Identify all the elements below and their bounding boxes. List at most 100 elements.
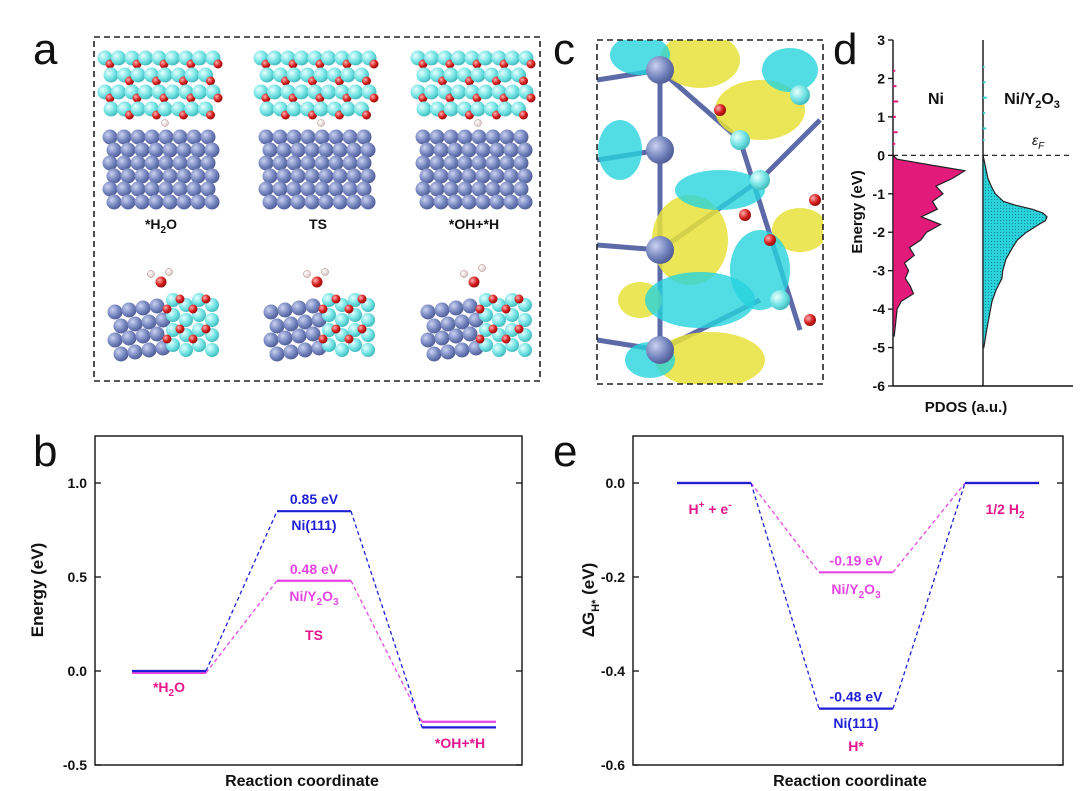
h-atom — [161, 119, 169, 127]
h-atom — [317, 119, 325, 127]
ni-atom — [342, 181, 358, 197]
ni-atom — [513, 181, 529, 197]
y-atom — [478, 84, 493, 100]
adsorbate-h-atom — [303, 270, 311, 278]
b-state-initial: *H2O — [153, 679, 185, 699]
adsorbate-o-atom — [468, 276, 480, 288]
ni-atom — [141, 342, 157, 358]
ni-atom — [318, 194, 334, 210]
y-atom — [492, 313, 506, 327]
y-atom — [165, 84, 180, 100]
ni-atom — [176, 168, 192, 184]
e-connector — [750, 482, 820, 573]
b-ytick-label: -0.5 — [63, 757, 87, 773]
charge-accumulation-lobe — [652, 195, 728, 285]
d-legend-ni: Ni — [928, 91, 944, 108]
ni-atom — [200, 129, 216, 145]
d-area-niy — [982, 155, 1048, 349]
ni-atom — [286, 129, 302, 145]
charge-accumulation-lobe — [660, 40, 740, 88]
ni-atom — [283, 344, 299, 360]
y-atom — [478, 50, 493, 66]
ni-atom — [144, 129, 160, 145]
ni-atom — [443, 181, 459, 197]
e-connector — [892, 482, 966, 573]
d-ytick-label: -5 — [873, 340, 886, 356]
y-atom — [470, 101, 486, 117]
a-label-h2o: *H2O — [145, 216, 177, 236]
ni-atom — [258, 181, 274, 197]
e-connector — [750, 482, 820, 709]
ni-atom — [102, 129, 118, 145]
ni-atom — [346, 142, 362, 158]
panel-letter-b: b — [33, 427, 57, 476]
ni-atom — [462, 298, 478, 314]
d-ytick-label: -4 — [873, 301, 886, 317]
o-atom — [714, 104, 726, 116]
o-atom — [475, 334, 485, 344]
o-atom — [344, 334, 354, 344]
ni-atom — [517, 142, 533, 158]
ni-atom — [447, 168, 463, 184]
y-atom — [340, 67, 356, 83]
o-atom — [362, 110, 371, 120]
charge-accumulation-lobe — [715, 80, 805, 140]
ni-atom — [415, 155, 431, 171]
ni-atom — [107, 332, 123, 348]
ni-atom — [489, 194, 505, 210]
d-ytick-label: 1 — [877, 109, 885, 125]
y-atom — [103, 101, 119, 117]
ni-atom — [646, 56, 674, 84]
ni-atom — [461, 194, 477, 210]
e-ytick-label: 0.0 — [606, 475, 626, 491]
ni-atom — [517, 168, 533, 184]
ni-atom — [149, 298, 165, 314]
ni-atom — [102, 155, 118, 171]
e-state-final: 1/2 H2 — [985, 501, 1024, 521]
a-top-view-2 — [410, 50, 536, 210]
d-fermi-label: εF — [1032, 132, 1045, 152]
b-axes-frame — [94, 435, 523, 766]
ni-atom — [485, 155, 501, 171]
ni-atom — [503, 142, 519, 158]
ni-atom — [127, 316, 143, 332]
a-top-view-0 — [97, 50, 223, 210]
ni-atom — [419, 168, 435, 184]
ni-atom — [176, 194, 192, 210]
ni-atom — [471, 181, 487, 197]
y-atom — [111, 50, 126, 66]
e-ytick-label: -0.2 — [601, 569, 625, 585]
panel-letter-e: e — [553, 427, 577, 476]
ni-atom — [186, 181, 202, 197]
e-state-initial: H+ + e- — [688, 500, 731, 517]
ni-atom — [447, 142, 463, 158]
ni-atom — [419, 194, 435, 210]
panel-c-charge-density — [596, 39, 824, 385]
ni-atom — [113, 318, 129, 334]
ni-atom — [318, 168, 334, 184]
ni-atom — [356, 155, 372, 171]
ni-atom — [144, 181, 160, 197]
y-atom — [518, 313, 532, 327]
ni-atom — [172, 155, 188, 171]
ni-atom — [176, 142, 192, 158]
ni-atom — [141, 314, 157, 330]
ni-atom — [258, 155, 274, 171]
b-connector — [205, 510, 278, 672]
e-connector — [892, 482, 966, 709]
ni-atom — [204, 194, 220, 210]
o-atom — [175, 324, 185, 334]
ni-atom — [433, 168, 449, 184]
o-atom — [526, 93, 536, 103]
o-atom — [162, 334, 172, 344]
ni-atom — [433, 142, 449, 158]
d-ytick-label: -6 — [873, 378, 886, 394]
y-atom — [361, 313, 375, 327]
ni-atom — [448, 300, 464, 316]
y-atom — [111, 84, 126, 100]
y-atom — [492, 343, 506, 357]
b-ytick-label: 0.0 — [68, 663, 88, 679]
y-atom — [518, 343, 532, 357]
y-atom — [361, 343, 375, 357]
o-atom — [188, 334, 198, 344]
